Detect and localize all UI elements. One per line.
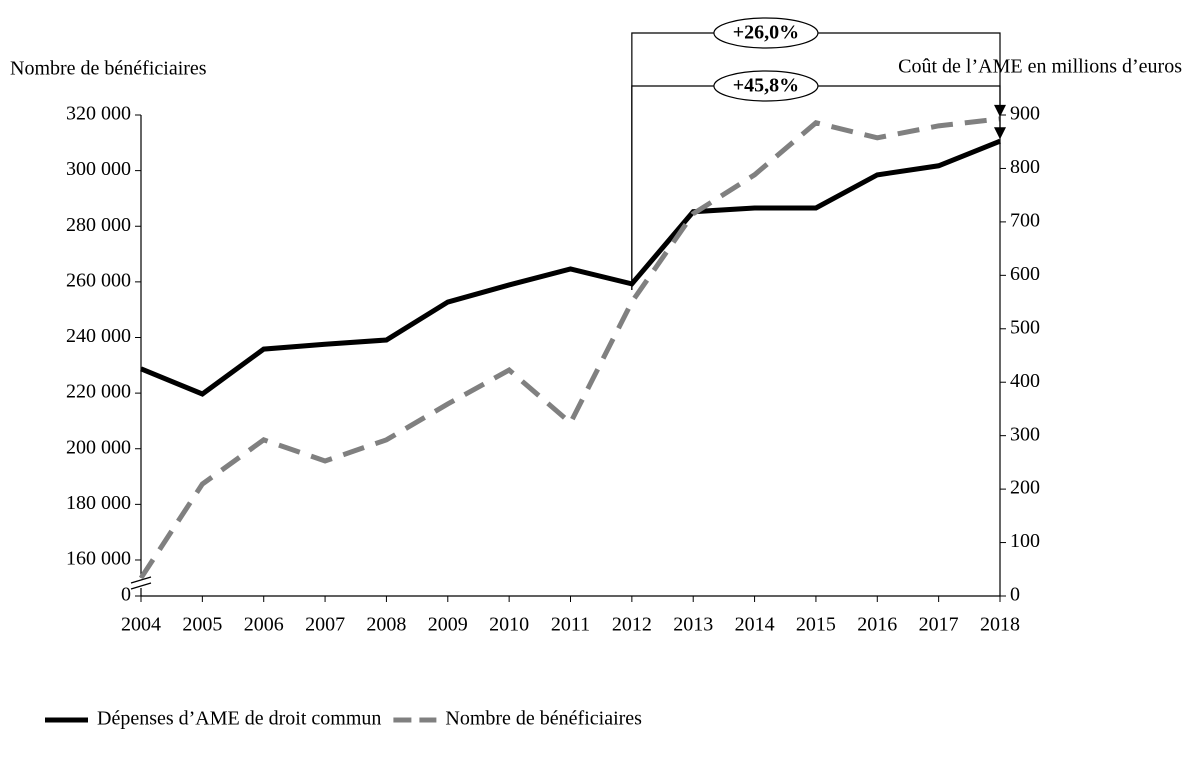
y2-tick-label: 700 (1010, 209, 1040, 231)
y-tick-label: 0 (121, 584, 131, 606)
y2-tick-label: 800 (1010, 156, 1040, 178)
y-tick-label: 260 000 (66, 269, 131, 291)
legend-label: Dépenses d’AME de droit commun (97, 708, 381, 730)
axis-break (130, 582, 152, 590)
y2-tick-label: 400 (1010, 370, 1040, 392)
x-tick-label: 2005 (182, 614, 222, 636)
y-tick-label: 180 000 (66, 492, 131, 514)
x-tick-label: 2016 (857, 614, 897, 636)
x-tick-label: 2017 (919, 614, 959, 636)
y-tick-label: 160 000 (66, 548, 131, 570)
annotation-bubble (713, 17, 819, 49)
x-tick-label: 2010 (489, 614, 529, 636)
x-tick-label: 2015 (796, 614, 836, 636)
series-line (140, 138, 1001, 397)
y-tick-label: 280 000 (66, 214, 131, 236)
y2-tick-label: 300 (1010, 423, 1040, 445)
annotation-bubble (713, 70, 819, 102)
y-tick-label: 200 000 (66, 436, 131, 458)
x-tick-label: 2013 (673, 614, 713, 636)
y-tick-label: 240 000 (66, 325, 131, 347)
x-tick-label: 2006 (244, 614, 284, 636)
x-tick-label: 2014 (735, 614, 775, 636)
x-tick-label: 2009 (428, 614, 468, 636)
y-tick-label: 220 000 (66, 381, 131, 403)
annotation-label: +45,8% (733, 75, 799, 97)
y2-tick-label: 200 (1010, 477, 1040, 499)
annotation-bracket (631, 85, 1001, 290)
y2-tick-label: 100 (1010, 530, 1040, 552)
x-tick-label: 2007 (305, 614, 345, 636)
x-tick-label: 2018 (980, 614, 1020, 636)
y-tick-label: 300 000 (66, 158, 131, 180)
y2-tick-label: 0 (1010, 584, 1020, 606)
x-tick-label: 2012 (612, 614, 652, 636)
annotation-arrow (994, 127, 1006, 140)
y-tick-label: 320 000 (66, 103, 131, 125)
x-tick-label: 2011 (551, 614, 590, 636)
axis-break (130, 576, 152, 584)
y2-tick-label: 900 (1010, 103, 1040, 125)
series-line (138, 116, 1001, 580)
legend-label: Nombre de bénéficiaires (445, 708, 642, 730)
x-tick-label: 2004 (121, 614, 161, 636)
x-tick-label: 2008 (366, 614, 406, 636)
axis-break-gap (135, 578, 147, 588)
y2-axis-label: Coût de l’AME en millions d’euros (898, 56, 1182, 78)
y2-tick-label: 600 (1010, 263, 1040, 285)
y2-tick-label: 500 (1010, 316, 1040, 338)
annotation-label: +26,0% (733, 22, 799, 44)
y-axis-label: Nombre de bénéficiaires (10, 58, 207, 80)
